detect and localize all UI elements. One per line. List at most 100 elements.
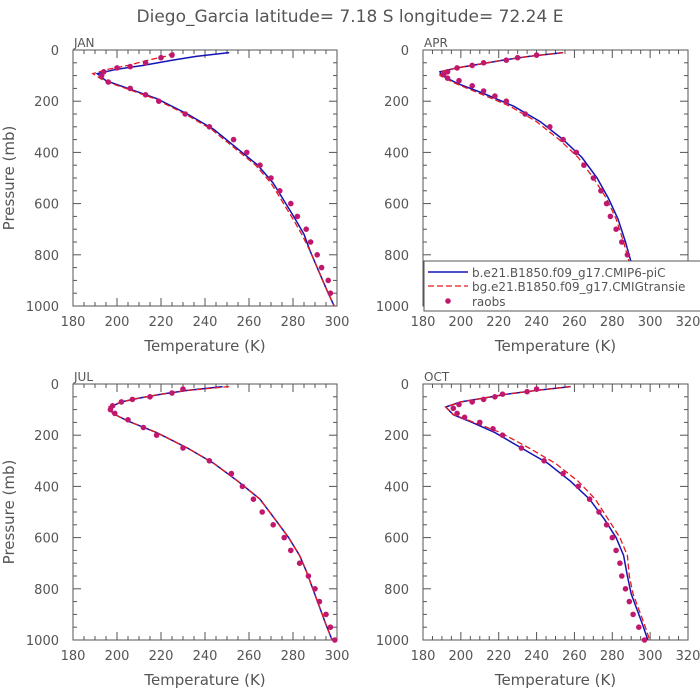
obs-point <box>503 57 510 63</box>
obs-point <box>296 560 303 566</box>
obs-point <box>477 419 483 426</box>
obs-point <box>514 54 521 61</box>
legend-entry: bg.e21.B1850.f09_g17.CMIGtransie <box>472 280 685 294</box>
obs-point <box>230 136 237 143</box>
obs-point <box>613 226 619 232</box>
x-tick-label: 300 <box>325 315 350 330</box>
y-tick-label: 200 <box>384 429 409 444</box>
obs-point <box>270 522 277 528</box>
obs-point <box>480 60 487 66</box>
obs-point <box>626 598 633 605</box>
series-line-picontrol <box>444 385 649 640</box>
panel-label: JUL <box>73 370 93 384</box>
obs-point <box>560 470 566 477</box>
obs-point <box>469 62 476 69</box>
obs-point <box>327 624 334 630</box>
obs-point <box>303 226 310 232</box>
obs-point <box>469 399 476 405</box>
panel-label: JAN <box>73 36 95 50</box>
obs-point <box>288 547 294 554</box>
obs-point <box>239 483 246 490</box>
x-tick-label: 240 <box>524 315 549 330</box>
obs-point <box>461 414 468 421</box>
obs-point <box>533 52 540 58</box>
obs-point <box>454 410 460 417</box>
obs-point <box>503 98 510 104</box>
y-tick-label: 0 <box>51 378 59 393</box>
obs-point <box>641 637 648 643</box>
obs-point <box>560 136 566 143</box>
legend-entry: raobs <box>472 295 506 309</box>
obs-point <box>630 611 636 618</box>
obs-point <box>575 483 581 490</box>
obs-point <box>619 573 625 579</box>
obs-point <box>590 175 597 181</box>
obs-point <box>636 624 642 630</box>
obs-point <box>107 406 114 413</box>
obs-point <box>332 637 338 643</box>
obs-point <box>142 92 149 98</box>
panel-label: APR <box>424 36 448 50</box>
plot-frame <box>422 383 689 641</box>
obs-point <box>153 432 160 439</box>
obs-point <box>624 252 631 258</box>
x-tick-label: 180 <box>411 649 436 664</box>
obs-point <box>323 611 329 618</box>
y-axis-label: Pressure (mb) <box>0 460 18 565</box>
obs-point <box>581 162 587 168</box>
obs-point <box>281 534 288 541</box>
obs-point <box>318 264 325 271</box>
obs-point <box>622 586 629 592</box>
x-tick-label: 300 <box>638 649 663 664</box>
x-tick-label: 220 <box>149 315 174 330</box>
obs-point <box>480 88 487 94</box>
series-line-picontrol <box>95 51 336 306</box>
obs-point <box>294 213 301 220</box>
y-tick-label: 1000 <box>26 300 59 315</box>
obs-point <box>268 175 274 181</box>
obs-point <box>524 388 530 395</box>
panel-oct: 180 200 220 240 260 280 300 320 0 200 400 600 800 100… <box>376 370 700 689</box>
y-tick-label: 800 <box>34 583 59 598</box>
series-line-transient <box>444 385 651 640</box>
obs-point <box>490 426 496 432</box>
x-tick-label: 200 <box>448 649 473 664</box>
obs-point <box>603 200 610 207</box>
y-tick-label: 400 <box>384 146 409 161</box>
x-tick-label: 240 <box>524 649 549 664</box>
obs-point <box>288 200 294 207</box>
obs-point <box>244 149 250 156</box>
y-tick-label: 1000 <box>376 634 409 649</box>
x-tick-label: 180 <box>411 315 436 330</box>
panel-apr: 180 200 220 240 260 280 300 320 0 200 400 600 800 100… <box>376 36 700 355</box>
obs-point <box>312 586 318 592</box>
obs-point <box>206 458 213 464</box>
obs-point <box>456 77 462 84</box>
obs-point <box>316 598 323 605</box>
y-tick-label: 400 <box>34 146 59 161</box>
y-tick-label: 800 <box>34 249 59 264</box>
obs-point <box>307 239 314 245</box>
obs-point <box>127 85 133 92</box>
x-tick-label: 240 <box>193 315 218 330</box>
obs-point <box>98 72 105 79</box>
obs-point <box>598 188 604 194</box>
y-tick-label: 800 <box>384 583 409 598</box>
panel-jan: 180 200 220 240 260 280 300 0 200 400 600 800 1000 JA… <box>0 36 349 355</box>
y-axis-label: Pressure (mb) <box>0 126 18 231</box>
x-tick-label: 280 <box>281 315 306 330</box>
obs-point <box>541 458 547 464</box>
x-tick-label: 260 <box>237 315 262 330</box>
obs-point <box>169 390 175 396</box>
obs-point <box>454 65 460 71</box>
x-tick-label: 240 <box>193 649 218 664</box>
y-tick-label: 0 <box>401 44 409 59</box>
obs-point <box>277 188 283 194</box>
obs-point <box>596 509 602 515</box>
x-axis-label: Temperature (K) <box>494 671 616 689</box>
legend: b.e21.B1850.f09_g17.CMIP6-piCbg.e21.B185… <box>423 260 700 312</box>
x-tick-label: 320 <box>676 649 700 664</box>
series-line-transient <box>107 385 333 640</box>
obs-point <box>140 424 147 431</box>
